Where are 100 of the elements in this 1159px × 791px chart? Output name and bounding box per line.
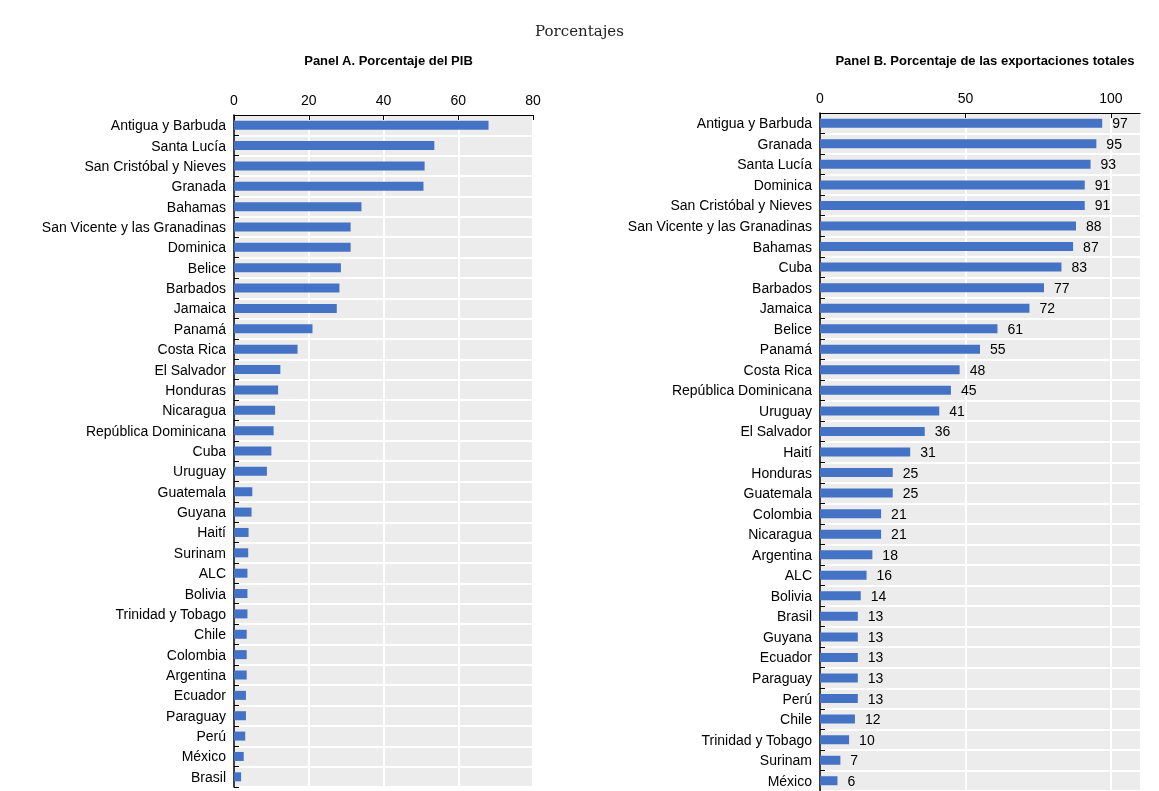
data-label: 61	[1007, 320, 1024, 337]
data-label: 91	[1094, 176, 1111, 193]
bar	[234, 690, 246, 700]
data-label: 6	[847, 772, 856, 789]
bar	[820, 550, 873, 560]
bar	[234, 426, 274, 436]
y-tick-label: Paraguay	[166, 707, 226, 724]
data-label: 13	[867, 649, 884, 666]
bar	[820, 262, 1062, 272]
y-tick-label: Jamaica	[173, 300, 227, 317]
bar	[820, 488, 893, 498]
x-tick-label: 50	[957, 90, 974, 106]
y-tick-label: Uruguay	[173, 463, 226, 480]
bar	[820, 694, 858, 704]
data-label: 87	[1083, 238, 1099, 255]
y-tick-label: Guyana	[762, 628, 813, 645]
data-label: 93	[1100, 156, 1117, 173]
bar	[234, 202, 362, 212]
data-label: 41	[949, 402, 966, 419]
bar	[820, 714, 855, 724]
y-tick-label: México	[767, 772, 813, 789]
y-tick-label: Paraguay	[752, 670, 812, 686]
data-label: 12	[864, 711, 881, 728]
y-tick-label: Santa Lucía	[151, 137, 227, 154]
data-label: 31	[920, 444, 936, 460]
y-tick-label: El Salvador	[740, 423, 813, 440]
y-tick-label: Brasil	[776, 608, 812, 625]
y-tick-label: Dominica	[167, 239, 227, 256]
bar	[234, 242, 351, 252]
data-label: 48	[969, 361, 986, 378]
data-label: 14	[870, 587, 887, 604]
x-tick-label: 60	[450, 92, 467, 108]
y-tick-label: Brasil	[190, 768, 226, 785]
bar	[234, 365, 281, 375]
y-tick-label: Dominica	[753, 176, 813, 193]
data-label: 7	[850, 752, 859, 769]
y-tick-label: Honduras	[165, 381, 226, 398]
y-tick-label: Costa Rica	[743, 361, 813, 378]
y-tick-label: Barbados	[166, 280, 226, 297]
data-label: 95	[1106, 135, 1123, 152]
data-label: 16	[876, 567, 893, 584]
bar	[234, 263, 341, 273]
y-tick-label: Surinam	[759, 752, 812, 769]
bar	[820, 611, 858, 621]
bar	[820, 426, 925, 436]
x-tick-label: 100	[1099, 90, 1123, 106]
bar	[234, 181, 424, 191]
y-tick-label: Trinidad y Tobago	[701, 731, 813, 748]
data-label: 55	[990, 341, 1006, 358]
y-tick-label: Barbados	[752, 279, 812, 296]
data-label: 13	[867, 670, 884, 686]
bar	[234, 548, 249, 558]
data-label: 91	[1094, 197, 1111, 214]
data-label: 13	[867, 608, 884, 625]
bar	[820, 509, 882, 519]
chart-title: Panel A. Porcentaje del PIB	[304, 53, 473, 68]
data-label: 13	[867, 628, 884, 645]
y-tick-label: Belice	[773, 320, 813, 337]
y-tick-label: Perú	[196, 728, 226, 745]
y-tick-label: Guatemala	[157, 483, 227, 500]
data-label: 97	[1112, 115, 1128, 132]
bar	[234, 303, 337, 313]
bar	[234, 344, 298, 354]
y-tick-label: Granada	[171, 178, 227, 195]
data-label: 72	[1039, 300, 1056, 317]
bar	[820, 529, 882, 539]
y-tick-label: Cuba	[778, 259, 813, 276]
y-tick-label: Haití	[197, 524, 227, 541]
bar	[820, 776, 838, 786]
y-tick-label: Argentina	[166, 667, 227, 683]
bar	[234, 385, 279, 395]
bar	[234, 324, 313, 334]
data-label: 88	[1086, 218, 1102, 234]
data-label: 77	[1054, 279, 1070, 296]
y-tick-label: Panamá	[173, 320, 227, 337]
bar	[234, 609, 248, 619]
y-tick-label: ALC	[198, 565, 226, 582]
y-tick-label: Ecuador	[173, 687, 227, 704]
y-tick-label: Granada	[757, 135, 813, 152]
bar	[820, 303, 1030, 313]
data-label: 45	[960, 382, 977, 399]
y-tick-label: Colombia	[752, 505, 813, 522]
y-tick-label: Bolivia	[184, 585, 227, 602]
y-tick-label: Haití	[783, 444, 813, 460]
y-tick-label: Bahamas	[752, 238, 812, 255]
y-tick-label: Panamá	[759, 341, 813, 358]
bar	[820, 365, 960, 375]
bar	[234, 466, 267, 476]
data-label: 25	[902, 464, 919, 481]
y-tick-label: República Dominicana	[671, 382, 813, 399]
bar	[234, 731, 246, 741]
text: Porcentajes	[534, 22, 625, 40]
y-tick-label: Guatemala	[743, 485, 813, 502]
y-tick-label: Antigua y Barbuda	[696, 115, 813, 132]
y-tick-label: Chile	[780, 711, 813, 728]
bar	[234, 568, 248, 578]
y-tick-label: San Vicente y las Granadinas	[627, 218, 812, 234]
data-label: 25	[902, 485, 919, 502]
y-tick-label: San Cristóbal y Nieves	[670, 197, 812, 214]
data-label: 18	[882, 546, 899, 563]
